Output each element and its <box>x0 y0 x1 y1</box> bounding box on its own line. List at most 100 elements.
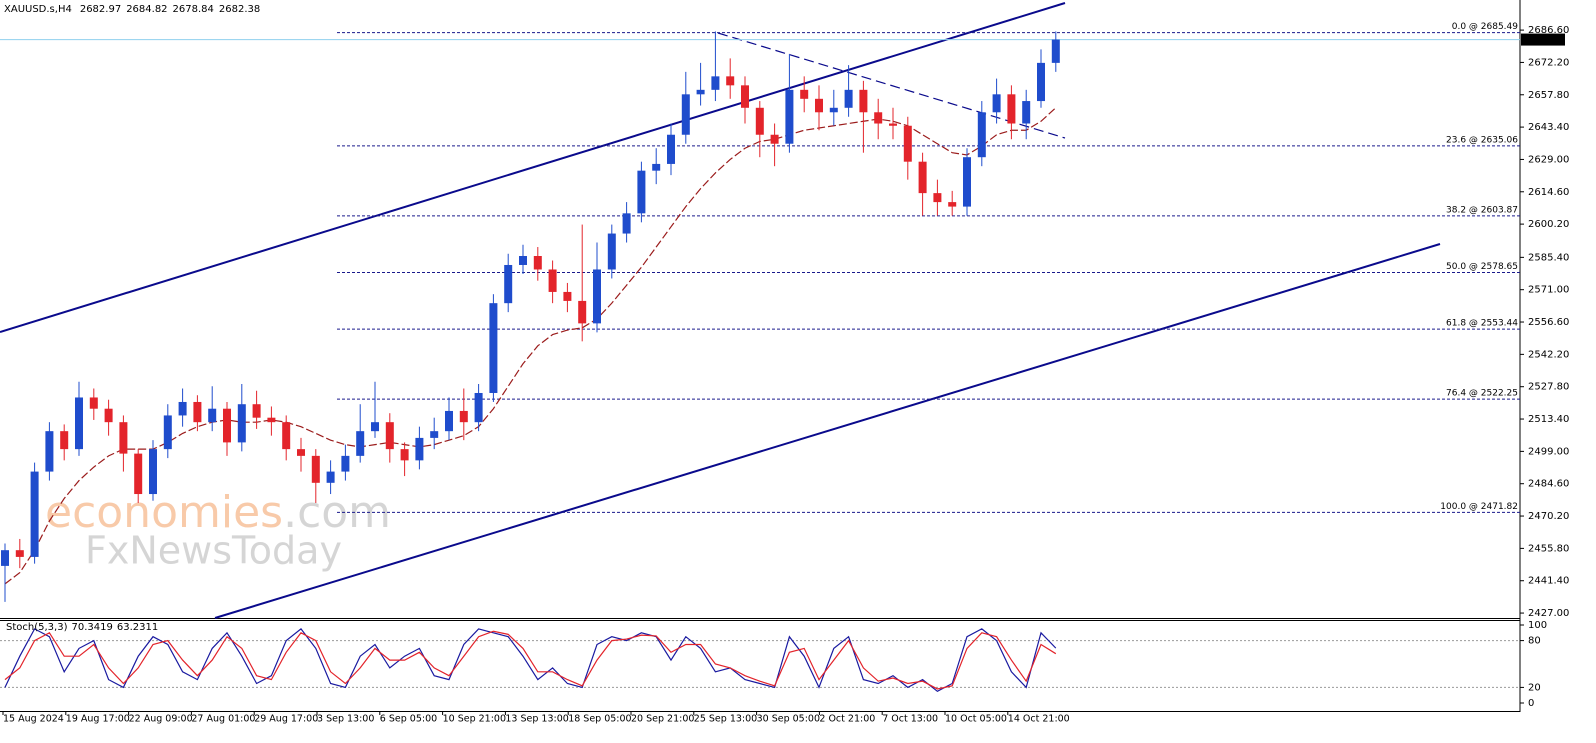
y-tick-label: 20 <box>1528 682 1541 693</box>
x-tick-label: 13 Sep 13:00 <box>505 714 568 725</box>
candle-body <box>1037 62 1045 102</box>
candle-body <box>1022 101 1031 124</box>
y-tick-label: 2614.60 <box>1528 187 1569 198</box>
candle-body <box>711 76 720 90</box>
x-tick-label: 14 Oct 21:00 <box>1008 714 1070 725</box>
fib-label: 61.8 @ 2553.44 <box>1446 319 1518 329</box>
x-tick-label: 7 Oct 13:00 <box>882 714 938 725</box>
candle-body <box>30 471 39 557</box>
candle-body <box>578 300 587 324</box>
candle-body <box>371 422 379 432</box>
stoch-header: Stoch(5,3,3) 70.3419 63.2311 <box>6 622 158 633</box>
candle-body <box>75 397 83 450</box>
candle-body <box>193 401 202 423</box>
y-tick-label: 2513.40 <box>1528 414 1569 425</box>
plot: 2686.60 2672.20 2657.80 2643.40 2629.00 2614.… <box>0 22 1569 725</box>
candle-body <box>889 123 897 126</box>
x-tick-label: 27 Aug 01:00 <box>191 714 255 725</box>
candle-body <box>104 408 113 423</box>
candle-body <box>992 94 1001 113</box>
x-tick-label: 2 Oct 21:00 <box>819 714 875 725</box>
candle-body <box>1051 39 1060 63</box>
candle-body <box>474 392 483 423</box>
candle-body <box>785 89 794 144</box>
candle-body <box>341 455 350 472</box>
candle-body <box>178 401 187 416</box>
candle-body <box>770 134 779 144</box>
candle-body <box>504 264 513 304</box>
candle-body <box>918 161 927 194</box>
trend-dashed <box>717 32 1066 139</box>
fib-label: 23.6 @ 2635.06 <box>1446 135 1518 145</box>
x-tick-label: 10 Sep 21:00 <box>443 714 506 725</box>
y-tick-label: 2441.40 <box>1528 576 1569 587</box>
y-tick-label: 2556.60 <box>1528 317 1569 328</box>
watermark-site: FxNewsToday <box>85 529 342 573</box>
candle-body <box>696 89 705 95</box>
candle-body <box>800 89 809 99</box>
x-tick-label: 10 Oct 05:00 <box>945 714 1007 725</box>
y-tick-label: 2657.80 <box>1528 90 1569 101</box>
candle-body <box>45 431 54 472</box>
candle-body <box>208 408 217 423</box>
candle-body <box>149 449 157 495</box>
x-tick-label: 20 Sep 21:00 <box>631 714 694 725</box>
candle-body <box>326 471 335 483</box>
candle-body <box>829 107 838 113</box>
candle-body <box>119 422 128 454</box>
y-tick-label: 2672.20 <box>1528 57 1569 68</box>
fib-label: 100.0 @ 2471.82 <box>1440 502 1518 512</box>
candle-body <box>548 269 557 292</box>
x-tick-label: 30 Sep 05:00 <box>757 714 820 725</box>
candle-body <box>726 76 735 86</box>
candle-body <box>874 112 883 124</box>
candle-body <box>356 431 365 456</box>
channel-lower <box>214 243 1441 619</box>
y-tick-label: 2600.20 <box>1528 219 1569 230</box>
candle-body <box>563 291 572 301</box>
candle-body <box>815 98 823 113</box>
x-tick-label: 18 Sep 05:00 <box>568 714 631 725</box>
candle-body <box>267 417 276 423</box>
candle-body <box>844 89 853 108</box>
candle-body <box>15 550 24 557</box>
y-tick-label: 2484.60 <box>1528 479 1569 490</box>
candle-body <box>859 89 868 113</box>
candle-body <box>1 550 9 566</box>
candle-body <box>445 410 453 432</box>
y-tick-label: 0 <box>1528 698 1534 709</box>
candle-body <box>607 233 616 270</box>
candle-body <box>134 453 143 495</box>
candle-body <box>637 170 646 214</box>
candle-body <box>963 157 971 207</box>
candle-body <box>400 449 409 461</box>
candle-body <box>223 408 231 443</box>
candle-body <box>977 112 986 158</box>
candle-body <box>459 410 468 423</box>
header: XAUUSD.s,H4 2682.97 2684.82 2678.84 2682.38 <box>4 4 260 15</box>
x-tick-label: 15 Aug 2024 <box>3 714 64 725</box>
candle-body <box>430 431 439 438</box>
candle-body <box>311 455 320 483</box>
y-tick-label: 80 <box>1528 636 1541 647</box>
candle-body <box>60 431 69 450</box>
candle-body <box>755 107 764 135</box>
moving-average <box>4 107 1057 585</box>
candle-body <box>297 449 305 456</box>
fib-label: 76.4 @ 2522.25 <box>1446 389 1518 399</box>
fib-label: 0.0 @ 2685.49 <box>1452 22 1519 32</box>
candle-body <box>681 94 690 135</box>
candle-body <box>741 85 749 108</box>
candle-body <box>89 397 98 409</box>
candle-body <box>948 202 957 207</box>
candle-body <box>533 256 542 270</box>
x-tick-label: 3 Sep 13:00 <box>317 714 374 725</box>
y-tick-label: 2629.00 <box>1528 154 1569 165</box>
y-tick-label: 2455.80 <box>1528 543 1569 554</box>
watermark: economies.com FxNewsToday <box>45 487 391 573</box>
candle-body <box>415 437 424 461</box>
y-tick-label: 2686.60 <box>1528 25 1569 36</box>
y-tick-label: 2527.80 <box>1528 382 1569 393</box>
